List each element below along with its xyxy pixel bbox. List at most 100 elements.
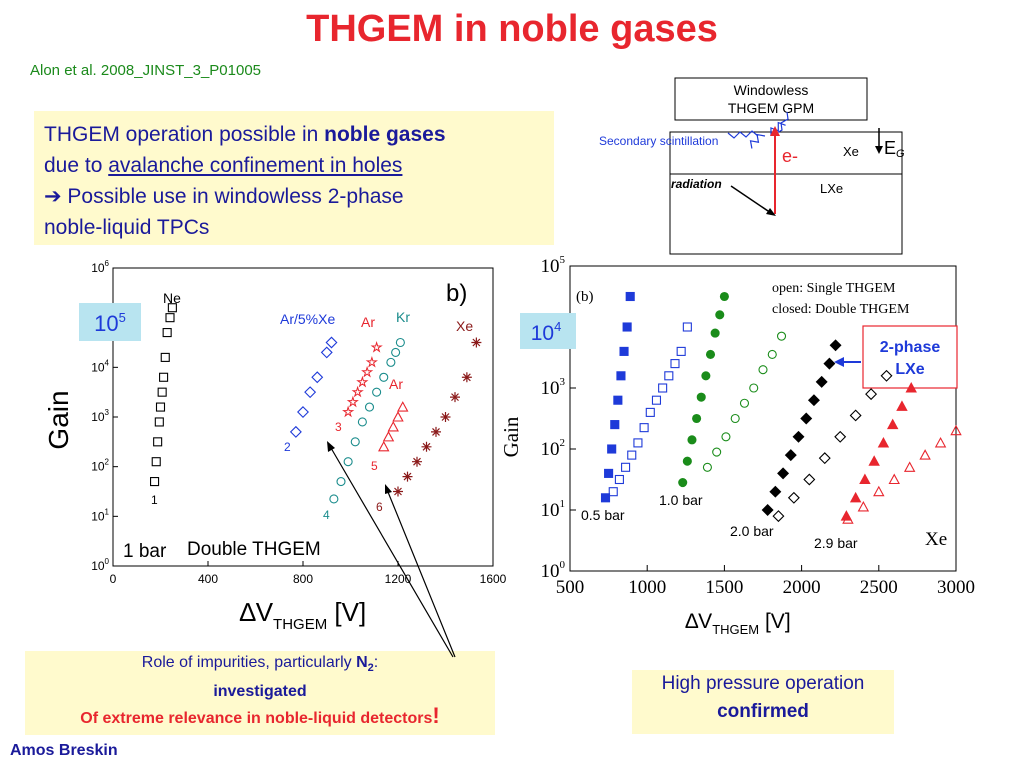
- gain-badge: [79, 303, 141, 341]
- series-ar: [378, 401, 409, 452]
- diamond-marker: [769, 485, 782, 498]
- triangle-marker: [857, 501, 870, 512]
- asterisk-marker: [402, 471, 413, 482]
- gain-badge-value: 105: [94, 310, 126, 336]
- circle-marker: [721, 432, 731, 442]
- circle-open-marker: [357, 417, 367, 427]
- square-marker: [639, 423, 649, 433]
- triangle-marker: [950, 424, 962, 436]
- y-tick-label: 100: [91, 557, 109, 573]
- y-tick-label: 101: [541, 498, 566, 521]
- triangle-marker: [903, 461, 916, 472]
- diamond-open-marker: [320, 346, 333, 359]
- lxe-callout-line1: 2-phase: [880, 339, 941, 356]
- y-tick-label: 105: [541, 255, 566, 277]
- info-underline: avalanche confinement in holes: [108, 154, 403, 177]
- triangle-marker: [849, 491, 862, 503]
- info-text: due to: [44, 154, 109, 177]
- y-tick-label: 104: [91, 358, 109, 374]
- radiation-label: radiation: [671, 177, 722, 191]
- right-chart: 500 1000 1500 2000 2500 3000 100 101 102 103 104 10…: [499, 255, 975, 637]
- square-marker: [613, 395, 623, 405]
- circle-marker: [730, 413, 740, 424]
- series-0-5-bar-double: [600, 291, 635, 503]
- panel-label: (b): [576, 289, 594, 305]
- impurities-colon: :: [373, 654, 379, 671]
- star-open-marker: [346, 395, 359, 408]
- series-2-0-bar-single: [772, 369, 893, 523]
- star-open-marker: [356, 375, 369, 388]
- x-tick-label: 1600: [480, 572, 507, 586]
- x-axis-label: ∆VTHGEM [V]: [685, 610, 790, 637]
- circle-open-marker: [386, 357, 396, 367]
- y-axis-label: Gain: [499, 416, 523, 457]
- gas-label: Xe: [843, 144, 859, 159]
- plot-frame: [569, 265, 957, 572]
- diamond-marker: [784, 449, 797, 462]
- photon-wave: [727, 130, 759, 139]
- triangle-open-marker: [387, 420, 399, 432]
- series-label: Ar/5%Xe: [280, 311, 335, 327]
- photon-wave: [774, 111, 789, 135]
- square-open-marker: [154, 417, 164, 427]
- circle-marker: [710, 328, 720, 338]
- square-marker: [676, 346, 686, 356]
- info-highlight: noble gases: [324, 123, 446, 146]
- panel-label: b): [446, 280, 467, 307]
- pressure-label: 2.0 bar: [730, 523, 774, 539]
- series-1-0-bar-double: [678, 291, 729, 488]
- pressure-label: 1.0 bar: [659, 492, 703, 508]
- square-marker: [627, 450, 637, 460]
- square-marker: [682, 322, 692, 332]
- gpm-box: [674, 77, 868, 121]
- x-tick-label: 1200: [385, 572, 412, 586]
- x-tick-label: 0: [110, 572, 117, 586]
- y-tick-label: 103: [541, 376, 566, 399]
- circle-marker: [749, 383, 759, 393]
- triangle-open-marker: [392, 411, 404, 422]
- impurities-box: Role of impurities, particularly N2: inv…: [25, 651, 495, 735]
- series-number: 3: [335, 420, 342, 434]
- square-marker: [633, 438, 643, 448]
- circle-open-marker: [364, 402, 375, 412]
- series-0-5-bar-single: [608, 322, 692, 497]
- diamond-open-marker: [311, 371, 324, 384]
- series-number: 6: [376, 500, 383, 514]
- info-text: ➔ Possible use in windowless 2-phase: [44, 185, 404, 208]
- diamond-marker: [818, 452, 831, 465]
- square-marker: [664, 371, 674, 381]
- x-tick-label: 800: [293, 572, 313, 586]
- series-ar-5-xe: [289, 336, 338, 438]
- chamber-box: [669, 131, 903, 255]
- triangle-marker: [905, 382, 917, 393]
- square-marker: [610, 420, 620, 430]
- circle-marker: [682, 456, 692, 466]
- diamond-marker: [803, 473, 816, 486]
- triangle-marker: [859, 473, 871, 485]
- triangle-open-marker: [382, 430, 395, 442]
- square-open-marker: [153, 437, 163, 447]
- triangle-open-marker: [378, 440, 390, 452]
- page-title: THGEM in noble gases: [306, 8, 718, 50]
- star-open-marker: [351, 385, 364, 398]
- y-tick-label: 106: [91, 259, 109, 275]
- y-tick-label: 102: [541, 437, 566, 460]
- mode-note: Double THGEM: [187, 539, 321, 560]
- diamond-marker: [772, 510, 785, 523]
- star-open-marker: [370, 341, 383, 353]
- liquid-label: LXe: [820, 181, 843, 196]
- square-open-marker: [167, 303, 177, 313]
- star-open-marker: [342, 405, 355, 418]
- diamond-marker: [777, 467, 790, 480]
- n2-symbol: N: [356, 654, 368, 671]
- diamond-marker: [792, 430, 805, 443]
- series-number: 1: [151, 493, 158, 507]
- gas-label: Xe: [925, 529, 947, 550]
- impurities-status: investigated: [213, 683, 307, 701]
- triangle-marker: [886, 418, 899, 430]
- pressure-label: 0.5 bar: [581, 507, 625, 523]
- legend-closed: closed: Double THGEM: [772, 302, 910, 317]
- circle-marker: [767, 349, 777, 359]
- square-marker: [621, 462, 631, 472]
- y-tick-label: 103: [91, 408, 109, 424]
